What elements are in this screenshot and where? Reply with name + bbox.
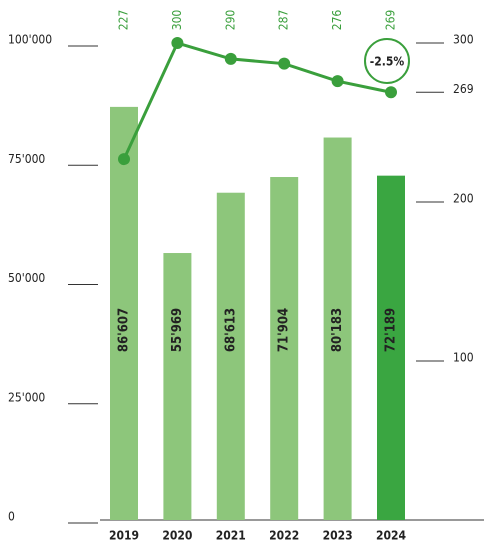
x-tick-label: 2020	[162, 529, 192, 543]
y2-tick-label: 100	[453, 351, 474, 365]
y-tick-label: 0	[8, 510, 15, 524]
line-point	[278, 57, 291, 70]
line-point	[171, 37, 184, 49]
annotation-circle	[364, 38, 410, 84]
x-tick-label: 2022	[269, 529, 299, 543]
line-point	[331, 75, 344, 88]
x-tick-label: 2024	[376, 529, 407, 543]
bar	[163, 253, 192, 520]
bar	[110, 106, 138, 520]
x-tick-label: 2023	[323, 529, 353, 543]
x-tick-label: 2019	[109, 529, 139, 543]
bar	[323, 137, 352, 520]
bar-value-label: 80'183	[330, 308, 345, 352]
line-value-label: 227	[117, 10, 131, 31]
line-point	[118, 153, 130, 166]
bar	[270, 177, 299, 520]
line-value-label: 269	[384, 10, 398, 31]
line-value-label: 287	[277, 10, 291, 31]
x-tick-label: 2021	[216, 529, 246, 543]
y2-tick-label: 300	[453, 33, 474, 47]
bar	[216, 192, 245, 520]
bar-value-label: 55'969	[170, 308, 185, 352]
annotation: -2.5%	[370, 55, 405, 69]
plot: 0 25'000 50'000 75'000 100'000 100 200 269 300 20…	[8, 10, 484, 543]
line	[122, 41, 392, 160]
y-tick-label: 25'000	[8, 390, 45, 404]
y-tick-label: 50'000	[8, 271, 45, 285]
bar-value-label: 86'607	[117, 308, 132, 352]
line-point	[385, 86, 397, 99]
bar	[377, 175, 405, 521]
y-tick-label: 100'000	[8, 33, 52, 47]
line-value-label: 290	[223, 10, 237, 31]
line-value-label: 300	[170, 10, 184, 31]
bar-value-label: 71'904	[277, 308, 292, 352]
y2-tick-label: 200	[453, 192, 474, 206]
y2-tick-label: 269	[453, 82, 474, 96]
line-point	[224, 52, 237, 65]
line-value-label: 276	[330, 10, 344, 31]
y-tick-label: 75'000	[8, 152, 45, 166]
bar-value-label: 68'613	[223, 308, 238, 352]
bar-value-label: 72'189	[384, 308, 399, 352]
